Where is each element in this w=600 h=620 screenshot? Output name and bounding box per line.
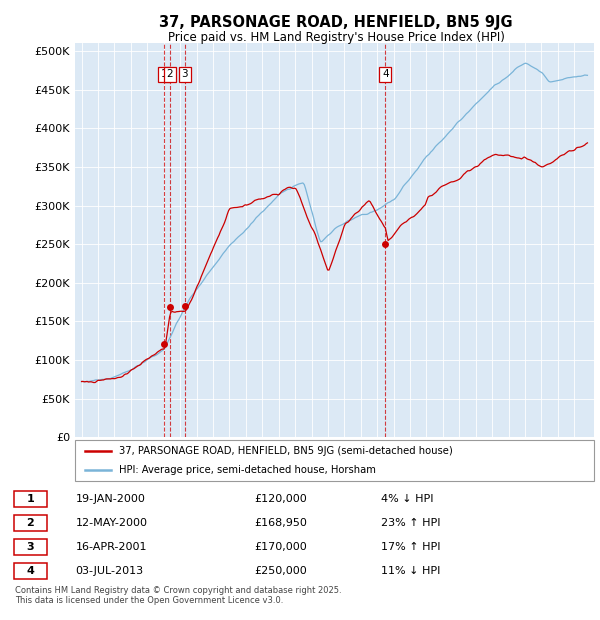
FancyBboxPatch shape xyxy=(14,563,47,578)
Text: 1: 1 xyxy=(161,69,167,79)
Text: 1: 1 xyxy=(26,494,34,503)
Text: 16-APR-2001: 16-APR-2001 xyxy=(76,542,147,552)
Text: 2: 2 xyxy=(166,69,173,79)
Text: £168,950: £168,950 xyxy=(254,518,307,528)
Text: 12-MAY-2000: 12-MAY-2000 xyxy=(76,518,148,528)
FancyBboxPatch shape xyxy=(14,539,47,555)
Text: 3: 3 xyxy=(26,542,34,552)
FancyBboxPatch shape xyxy=(14,491,47,507)
Text: 37, PARSONAGE ROAD, HENFIELD, BN5 9JG: 37, PARSONAGE ROAD, HENFIELD, BN5 9JG xyxy=(159,16,513,30)
Text: 2: 2 xyxy=(26,518,34,528)
Text: 4: 4 xyxy=(26,566,34,576)
Text: 11% ↓ HPI: 11% ↓ HPI xyxy=(380,566,440,576)
Text: £120,000: £120,000 xyxy=(254,494,307,503)
Text: 17% ↑ HPI: 17% ↑ HPI xyxy=(380,542,440,552)
Text: 03-JUL-2013: 03-JUL-2013 xyxy=(76,566,143,576)
Text: £250,000: £250,000 xyxy=(254,566,307,576)
FancyBboxPatch shape xyxy=(75,440,594,480)
Text: £170,000: £170,000 xyxy=(254,542,307,552)
FancyBboxPatch shape xyxy=(14,515,47,531)
Text: Contains HM Land Registry data © Crown copyright and database right 2025.
This d: Contains HM Land Registry data © Crown c… xyxy=(15,586,341,605)
Text: 37, PARSONAGE ROAD, HENFIELD, BN5 9JG (semi-detached house): 37, PARSONAGE ROAD, HENFIELD, BN5 9JG (s… xyxy=(119,446,453,456)
Text: 19-JAN-2000: 19-JAN-2000 xyxy=(76,494,145,503)
Text: 4: 4 xyxy=(382,69,389,79)
Text: HPI: Average price, semi-detached house, Horsham: HPI: Average price, semi-detached house,… xyxy=(119,464,376,475)
Text: Price paid vs. HM Land Registry's House Price Index (HPI): Price paid vs. HM Land Registry's House … xyxy=(167,31,505,44)
Text: 4% ↓ HPI: 4% ↓ HPI xyxy=(380,494,433,503)
Text: 3: 3 xyxy=(182,69,188,79)
Text: 23% ↑ HPI: 23% ↑ HPI xyxy=(380,518,440,528)
